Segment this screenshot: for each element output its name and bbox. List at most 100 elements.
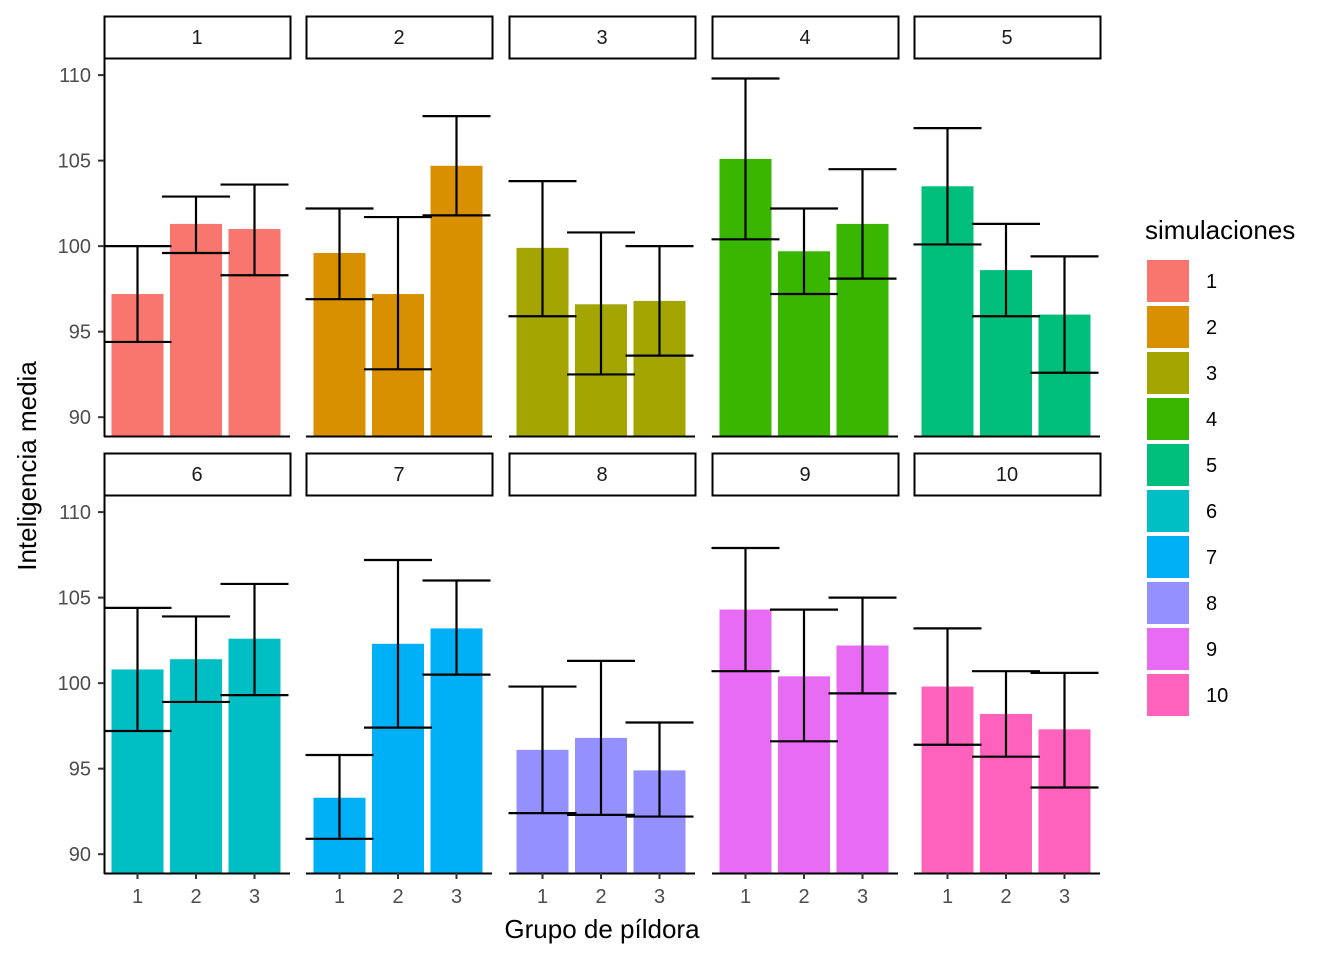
facet-strip: [508, 15, 697, 60]
facet-panel: 10 1 2 3: [913, 452, 1102, 908]
error-bar: [305, 753, 374, 840]
error-bar: [305, 207, 374, 301]
y-tick-label: 90: [69, 407, 91, 429]
error-bar: [625, 721, 694, 818]
facet-panels: 1 2 3 4 5 6 1 2 3 7 1 2 3 8 1 2 3 9 1 2 3 10 1 2 3: [103, 15, 1102, 908]
facet-panel: 8 1 2 3: [508, 452, 697, 908]
facet-panel: 3: [508, 15, 697, 438]
error-bar: [711, 77, 780, 241]
facet-strip-label: 7: [393, 464, 404, 486]
legend-label: 9: [1206, 639, 1217, 661]
x-tick-label: 2: [595, 886, 606, 908]
legend-key: [1147, 398, 1189, 440]
legend-key: [1147, 260, 1189, 302]
error-bar: [567, 659, 635, 816]
legend-label: 3: [1206, 363, 1217, 385]
error-bar: [828, 168, 897, 280]
legend-title: simulaciones: [1145, 215, 1295, 245]
x-axis-title: Grupo de píldora: [504, 914, 700, 944]
facet-strip: [711, 15, 900, 60]
facet-strip-label: 6: [191, 464, 202, 486]
facet-strip: [305, 15, 494, 60]
facet-strip: [711, 452, 900, 497]
facet-strip-label: 10: [996, 464, 1018, 486]
facet-strip: [913, 452, 1102, 497]
facet-panel: 4: [711, 15, 900, 438]
y-tick-label: 110: [59, 65, 91, 87]
x-tick-label: 2: [392, 886, 403, 908]
y-axis: 90 95 100 105 110: [58, 58, 106, 437]
error-bar: [913, 627, 982, 746]
y-tick-label: 95: [69, 759, 91, 781]
facet-strip-label: 2: [393, 27, 404, 49]
legend-label: 5: [1206, 455, 1217, 477]
error-bar: [508, 180, 577, 318]
error-bar: [364, 558, 432, 729]
y-tick-label: 95: [69, 322, 91, 344]
y-axis-title: Inteligencia media: [12, 361, 42, 571]
error-bar: [711, 546, 780, 673]
legend-label: 6: [1206, 501, 1217, 523]
x-tick-label: 2: [1000, 886, 1011, 908]
legend-key: [1147, 536, 1189, 578]
y-tick-label: 105: [58, 588, 91, 610]
facet-strip: [913, 15, 1102, 60]
bar: [170, 223, 222, 436]
facet-strip: [103, 15, 292, 60]
x-tick-label: 2: [190, 886, 201, 908]
error-bar: [162, 195, 230, 255]
y-tick-label: 90: [69, 844, 91, 866]
error-bar: [1030, 255, 1099, 374]
facet-strip-label: 8: [596, 464, 607, 486]
facet-panel: 9 1 2 3: [711, 452, 900, 908]
error-bar: [913, 127, 982, 246]
facet-strip-label: 3: [596, 27, 607, 49]
facet-strip: [305, 452, 494, 497]
facet-panel: 5: [913, 15, 1102, 438]
facet-strip-label: 5: [1001, 27, 1012, 49]
x-tick-label: 3: [249, 886, 260, 908]
legend: simulaciones 1 2 3 4 5 6 7 8 9 10: [1145, 215, 1295, 716]
facet-strip: [508, 452, 697, 497]
x-tick-label: 1: [942, 886, 953, 908]
error-bar: [508, 685, 577, 815]
error-bar: [364, 215, 432, 371]
x-tick-label: 2: [798, 886, 809, 908]
y-tick-label: 105: [58, 151, 91, 173]
y-tick-label: 100: [58, 236, 91, 258]
error-bar: [422, 115, 491, 217]
facet-panel: 1: [103, 15, 292, 438]
facet-panel: 7 1 2 3: [305, 452, 494, 908]
error-bar: [972, 670, 1040, 758]
error-bar: [103, 245, 172, 344]
facet-panel: 6 1 2 3: [103, 452, 292, 908]
error-bar: [770, 608, 838, 743]
x-tick-label: 3: [857, 886, 868, 908]
x-tick-label: 3: [654, 886, 665, 908]
facet-strip-label: 9: [799, 464, 810, 486]
error-bar: [972, 222, 1040, 318]
facet-panel: 2: [305, 15, 494, 438]
x-tick-label: 3: [1059, 886, 1070, 908]
legend-key: [1147, 674, 1189, 716]
facet-strip-label: 1: [191, 27, 202, 49]
legend-key: [1147, 352, 1189, 394]
legend-label: 1: [1206, 271, 1217, 293]
x-tick-label: 3: [451, 886, 462, 908]
x-tick-label: 1: [537, 886, 548, 908]
legend-key: [1147, 444, 1189, 486]
legend-label: 7: [1206, 547, 1217, 569]
legend-label: 2: [1206, 317, 1217, 339]
legend-label: 8: [1206, 593, 1217, 615]
error-bar: [828, 596, 897, 695]
x-tick-label: 1: [334, 886, 345, 908]
legend-label: 10: [1206, 685, 1228, 707]
x-tick-label: 1: [740, 886, 751, 908]
facet-strip: [103, 452, 292, 497]
y-tick-label: 110: [59, 502, 91, 524]
error-bar: [770, 207, 838, 296]
legend-key: [1147, 490, 1189, 532]
error-bar: [422, 579, 491, 676]
legend-label: 4: [1206, 409, 1217, 431]
